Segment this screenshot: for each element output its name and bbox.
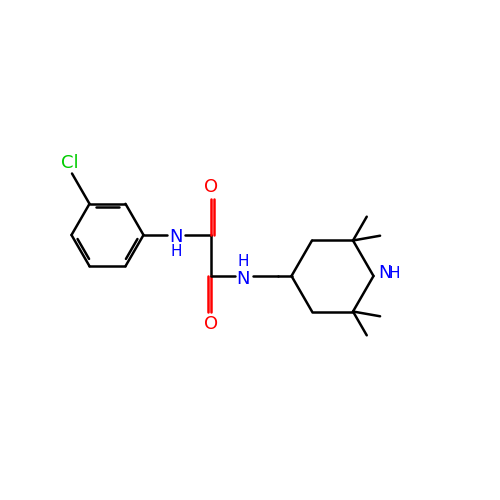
Text: N: N <box>169 228 183 246</box>
Text: N: N <box>378 264 391 282</box>
Text: H: H <box>389 266 400 281</box>
Text: O: O <box>204 315 218 333</box>
Text: N: N <box>237 270 250 287</box>
Text: H: H <box>238 254 249 270</box>
Text: O: O <box>204 178 218 196</box>
Text: Cl: Cl <box>60 154 78 172</box>
Text: H: H <box>170 244 182 258</box>
